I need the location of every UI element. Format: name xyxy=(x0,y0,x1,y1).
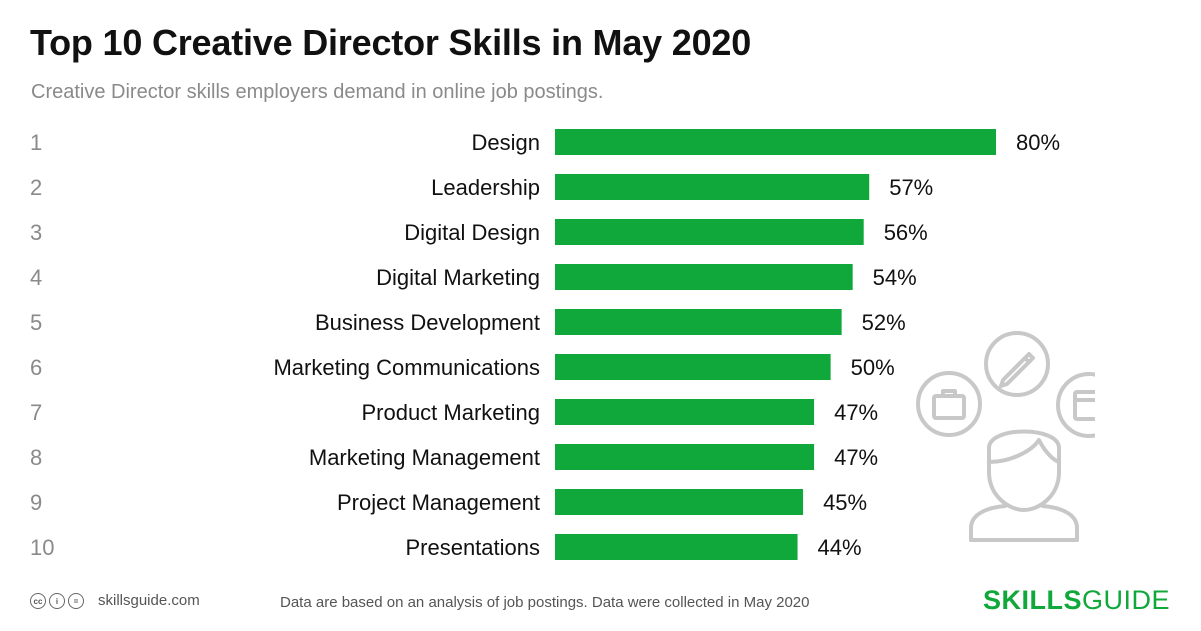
bar xyxy=(555,354,831,380)
data-note: Data are based on an analysis of job pos… xyxy=(280,594,810,611)
briefcase-icon xyxy=(916,371,982,437)
rank-label: 4 xyxy=(30,265,42,290)
rank-label: 9 xyxy=(30,490,42,515)
value-label: 52% xyxy=(862,310,906,335)
category-label: Digital Design xyxy=(404,220,540,245)
footer-left: cc i = skillsguide.com xyxy=(30,592,200,609)
bar xyxy=(555,489,804,515)
bar xyxy=(555,129,996,155)
rank-label: 5 xyxy=(30,310,42,335)
category-label: Marketing Communications xyxy=(273,355,540,380)
value-label: 44% xyxy=(818,535,862,560)
bar xyxy=(555,309,842,335)
rank-label: 7 xyxy=(30,400,42,425)
rank-label: 6 xyxy=(30,355,42,380)
category-label: Product Marketing xyxy=(361,400,540,425)
category-label: Design xyxy=(472,130,540,155)
rank-label: 2 xyxy=(30,175,42,200)
brand-bold: SKILLS xyxy=(982,585,1082,615)
brand-light: GUIDE xyxy=(1081,585,1170,615)
value-label: 56% xyxy=(884,220,928,245)
value-label: 54% xyxy=(873,265,917,290)
chart-title: Top 10 Creative Director Skills in May 2… xyxy=(30,22,752,63)
creative-director-illustration xyxy=(916,331,1095,542)
value-label: 57% xyxy=(889,175,933,200)
value-label: 80% xyxy=(1016,130,1060,155)
category-label: Leadership xyxy=(431,175,540,200)
rank-label: 1 xyxy=(30,130,42,155)
license-icons: cc i = xyxy=(30,592,84,609)
bar xyxy=(555,174,870,200)
category-label: Project Management xyxy=(337,490,540,515)
bar xyxy=(555,219,864,245)
brand-logo[interactable]: SKILLSGUIDE xyxy=(983,585,1170,616)
category-label: Business Development xyxy=(315,310,540,335)
value-label: 47% xyxy=(834,400,878,425)
bar xyxy=(555,399,815,425)
chart-subtitle: Creative Director skills employers deman… xyxy=(31,81,604,103)
category-label: Digital Marketing xyxy=(376,265,540,290)
rank-label: 3 xyxy=(30,220,42,245)
value-label: 47% xyxy=(834,445,878,470)
pencil-icon xyxy=(984,331,1050,397)
bar xyxy=(555,444,815,470)
rank-label: 8 xyxy=(30,445,42,470)
bar xyxy=(555,264,853,290)
value-label: 50% xyxy=(851,355,895,380)
category-label: Presentations xyxy=(405,535,540,560)
cc-icon: cc xyxy=(30,592,46,609)
person-icon xyxy=(969,429,1079,542)
rank-label: 10 xyxy=(30,535,54,560)
by-icon: i xyxy=(49,592,65,609)
window-icon xyxy=(1056,372,1095,438)
site-link[interactable]: skillsguide.com xyxy=(98,592,200,609)
bar xyxy=(555,534,798,560)
value-label: 45% xyxy=(823,490,867,515)
nd-icon: = xyxy=(68,592,84,609)
category-label: Marketing Management xyxy=(309,445,540,470)
